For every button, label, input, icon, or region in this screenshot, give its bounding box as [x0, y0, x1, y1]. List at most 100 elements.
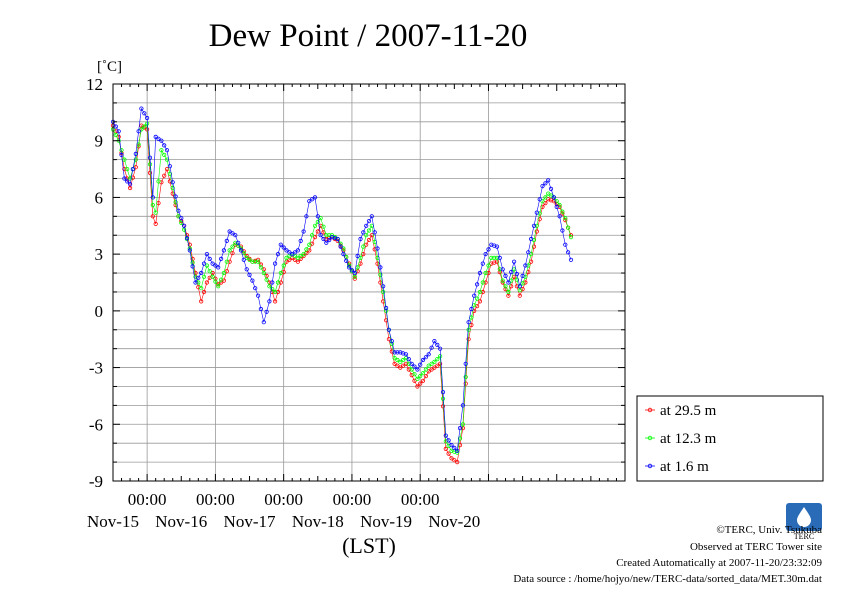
- x-time-label: 00:00: [264, 490, 303, 509]
- data-point: [173, 200, 178, 205]
- legend-swatch-marker: [647, 463, 653, 469]
- data-point: [264, 309, 269, 314]
- data-point: [216, 284, 221, 289]
- data-point: [170, 191, 175, 196]
- data-point: [150, 202, 155, 208]
- data-point: [446, 438, 451, 443]
- data-point: [250, 259, 255, 264]
- data-point: [278, 280, 283, 285]
- data-point: [201, 261, 207, 266]
- data-point: [204, 263, 209, 268]
- data-point: [272, 299, 278, 304]
- legend-swatch-marker: [647, 435, 653, 441]
- data-point: [511, 259, 517, 264]
- data-point: [526, 250, 531, 255]
- data-point: [372, 230, 377, 235]
- data-point: [224, 269, 229, 274]
- data-point: [520, 273, 525, 278]
- data-point: [443, 433, 448, 438]
- data-point: [358, 255, 363, 260]
- x-date-label: Nov-17: [224, 512, 276, 531]
- data-point: [437, 354, 443, 359]
- data-point: [162, 143, 167, 148]
- data-point: [494, 259, 500, 264]
- axis-ticks: [112, 83, 626, 482]
- data-point: [275, 289, 281, 295]
- data-point: [480, 289, 485, 295]
- data-point: [460, 422, 465, 427]
- data-point: [486, 270, 491, 276]
- data-point: [352, 270, 357, 276]
- data-point: [318, 233, 323, 238]
- data-point: [204, 252, 209, 257]
- x-time-label: 00:00: [128, 490, 167, 509]
- data-point: [429, 361, 434, 366]
- data-point: [312, 235, 318, 240]
- x-date-label: Nov-19: [360, 512, 412, 531]
- y-tick-label: -9: [89, 472, 103, 491]
- data-point: [315, 219, 320, 225]
- data-point: [369, 214, 374, 219]
- data-point: [477, 270, 482, 276]
- data-point: [122, 157, 127, 162]
- data-point: [227, 248, 232, 253]
- data-point: [426, 352, 431, 357]
- y-tick-label: -6: [89, 415, 103, 434]
- x-date-label: Nov-16: [155, 512, 207, 531]
- data-point: [315, 214, 320, 219]
- data-point: [435, 342, 440, 347]
- data-point: [364, 223, 369, 228]
- data-point: [412, 364, 417, 369]
- y-tick-label: 3: [95, 245, 104, 264]
- data-point: [128, 185, 133, 191]
- data-point: [125, 176, 130, 181]
- data-point: [128, 182, 133, 187]
- data-point: [423, 355, 428, 360]
- data-point: [301, 229, 306, 234]
- data-point: [534, 210, 539, 215]
- data-point: [446, 451, 451, 456]
- data-point: [258, 306, 263, 312]
- data-point: [455, 448, 460, 453]
- y-tick-label: 9: [95, 132, 104, 151]
- data-point: [164, 148, 170, 153]
- data-point: [418, 381, 423, 386]
- data-point: [435, 363, 440, 368]
- data-point: [426, 369, 431, 374]
- data-point: [563, 216, 568, 221]
- data-point: [227, 229, 232, 234]
- data-point: [526, 263, 531, 268]
- data-point: [272, 289, 278, 295]
- data-point: [418, 362, 423, 367]
- data-point: [113, 124, 118, 129]
- data-point: [537, 197, 542, 202]
- data-point: [364, 242, 369, 247]
- plot-frame: [112, 83, 626, 482]
- data-point: [423, 373, 428, 379]
- data-point: [184, 236, 190, 241]
- data-point: [381, 284, 386, 289]
- data-point: [216, 265, 221, 270]
- data-point: [440, 389, 446, 395]
- data-point: [233, 240, 238, 245]
- data-point: [267, 299, 272, 304]
- data-point: [523, 263, 528, 268]
- data-point: [230, 251, 235, 256]
- data-point: [378, 272, 383, 277]
- data-point: [560, 228, 565, 233]
- series-line: [112, 125, 572, 463]
- data-point: [167, 164, 172, 169]
- data-point: [270, 280, 275, 285]
- data-point: [162, 173, 167, 178]
- data-point: [400, 357, 406, 363]
- data-point: [230, 231, 235, 236]
- data-point: [236, 240, 241, 245]
- data-point: [201, 289, 207, 295]
- terc-logo: TERC: [786, 503, 822, 541]
- data-point: [122, 167, 127, 172]
- series-layer: [110, 106, 574, 465]
- data-point: [193, 280, 198, 285]
- data-point: [327, 233, 332, 238]
- data-point: [557, 214, 562, 219]
- data-point: [375, 261, 380, 266]
